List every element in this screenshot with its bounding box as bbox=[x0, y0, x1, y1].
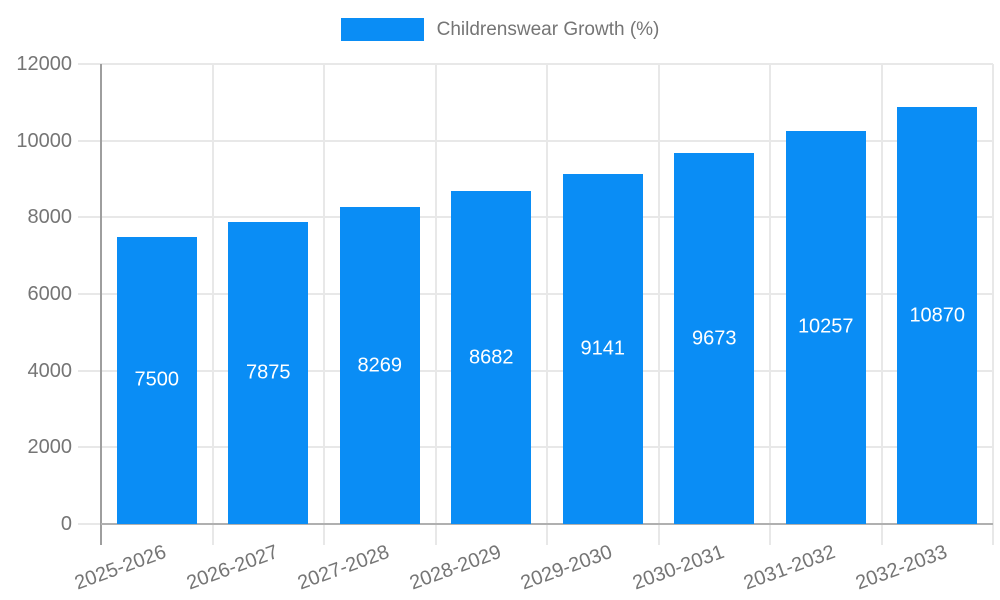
x-gridline bbox=[211, 64, 214, 545]
y-gridline bbox=[78, 216, 993, 219]
y-tick-label: 10000 bbox=[16, 129, 72, 152]
bar[interactable]: 7875 bbox=[228, 222, 309, 524]
bar-value-label: 8682 bbox=[469, 346, 514, 369]
bar[interactable]: 10870 bbox=[897, 107, 978, 524]
bar[interactable]: 10257 bbox=[785, 130, 866, 524]
bar[interactable]: 7500 bbox=[116, 236, 197, 524]
x-tick-label: 2031-2032 bbox=[740, 541, 839, 595]
x-gridline bbox=[657, 64, 660, 545]
legend-label: Childrenswear Growth (%) bbox=[436, 19, 660, 40]
bar[interactable]: 8682 bbox=[451, 191, 532, 524]
y-gridline bbox=[78, 369, 993, 372]
x-gridline bbox=[992, 64, 994, 545]
bar-value-label: 10257 bbox=[797, 315, 854, 338]
x-tick-label: 2029-2030 bbox=[517, 541, 616, 595]
x-gridline bbox=[323, 64, 325, 545]
x-gridline bbox=[546, 64, 548, 545]
y-tick-label: 0 bbox=[60, 513, 72, 535]
bar[interactable]: 9673 bbox=[674, 153, 755, 524]
x-tick-label: 2026-2027 bbox=[183, 541, 281, 595]
x-tick-label: 2025-2026 bbox=[71, 541, 170, 595]
y-tick-label: 8000 bbox=[27, 206, 73, 229]
x-tick-label: 2032-2033 bbox=[852, 541, 950, 595]
y-gridline bbox=[78, 446, 993, 449]
y-tick-label: 6000 bbox=[27, 283, 73, 305]
y-gridline bbox=[78, 293, 993, 295]
bar-value-label: 7875 bbox=[246, 361, 291, 384]
bar-value-label: 9673 bbox=[692, 327, 737, 350]
bar[interactable]: 8269 bbox=[339, 207, 420, 524]
y-tick-label: 4000 bbox=[27, 359, 73, 382]
chart-legend[interactable]: Childrenswear Growth (%) bbox=[0, 18, 1000, 41]
x-tick-label: 2027-2028 bbox=[294, 541, 393, 595]
legend-swatch bbox=[340, 18, 424, 41]
bar-value-label: 10870 bbox=[909, 304, 966, 327]
x-gridline bbox=[880, 64, 883, 545]
x-tick-label: 2030-2031 bbox=[629, 541, 727, 595]
bar-value-label: 9141 bbox=[580, 337, 626, 360]
y-axis-line bbox=[100, 64, 102, 545]
y-gridline bbox=[78, 63, 993, 65]
x-gridline bbox=[769, 64, 771, 545]
y-gridline bbox=[78, 139, 993, 142]
bar[interactable]: 9141 bbox=[562, 173, 643, 524]
x-gridline bbox=[434, 64, 437, 545]
bar-value-label: 7500 bbox=[134, 368, 180, 391]
y-tick-label: 2000 bbox=[27, 436, 73, 459]
bar-value-label: 8269 bbox=[357, 354, 403, 376]
y-tick-label: 12000 bbox=[16, 53, 72, 75]
x-axis-line bbox=[101, 523, 993, 525]
x-tick-label: 2028-2029 bbox=[406, 541, 504, 595]
